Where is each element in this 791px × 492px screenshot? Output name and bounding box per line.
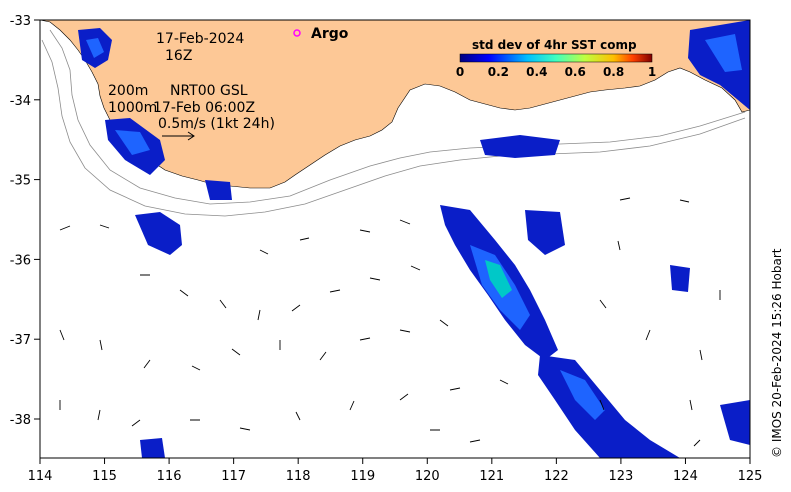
x-tick-label: 121	[479, 469, 504, 484]
x-tick-label: 125	[738, 469, 763, 484]
colorbar-ticks: 0 0.2 0.4 0.6 0.8 1	[456, 65, 656, 79]
sst-variability-layer	[78, 20, 750, 458]
colorbar-tick-label: 0	[456, 65, 464, 79]
product-time-label: 17-Feb 06:00Z	[153, 100, 255, 116]
date-label: 17-Feb-2024	[156, 31, 244, 47]
y-tick-label: -35	[10, 174, 31, 189]
current-vector-field	[59, 197, 721, 447]
x-tick-label: 123	[608, 469, 633, 484]
contour-label-200m: 200m	[108, 83, 148, 99]
y-axis-ticks: -33 -34 -35 -36 -37 -38	[10, 14, 40, 428]
product-label: NRT00 GSL	[170, 83, 248, 99]
x-axis-ticks: 114 115 116 117 118 119 120 121 122 123 124 125	[28, 458, 763, 484]
y-tick-label: -34	[10, 94, 31, 109]
x-tick-label: 120	[415, 469, 440, 484]
x-tick-label: 122	[544, 469, 569, 484]
x-tick-label: 117	[221, 469, 246, 484]
colorbar	[459, 53, 653, 63]
x-tick-label: 116	[157, 469, 182, 484]
hour-label: 16Z	[165, 48, 192, 64]
credit-label: © IMOS 20-Feb-2024 15:26 Hobart	[770, 248, 784, 458]
x-tick-label: 124	[673, 469, 698, 484]
plot-frame	[39, 19, 751, 459]
x-tick-label: 114	[28, 469, 53, 484]
velocity-scale-arrow	[162, 131, 195, 141]
argo-label: Argo	[311, 26, 349, 42]
contour-1000m	[41, 39, 746, 217]
y-tick-label: -38	[10, 413, 31, 428]
colorbar-tick-label: 0.6	[565, 65, 586, 79]
x-tick-label: 119	[350, 469, 375, 484]
contour-label-1000m: 1000m	[108, 100, 157, 116]
argo-marker-icon	[293, 29, 301, 37]
colorbar-tick-label: 0.2	[488, 65, 509, 79]
colorbar-tick-label: 0.4	[526, 65, 547, 79]
colorbar-title: std dev of 4hr SST comp	[472, 38, 637, 52]
contour-200m	[49, 29, 746, 205]
x-tick-label: 115	[92, 469, 117, 484]
colorbar-tick-label: 1	[648, 65, 656, 79]
y-tick-label: -36	[10, 253, 31, 268]
x-tick-label: 118	[286, 469, 311, 484]
y-tick-label: -37	[10, 333, 31, 348]
velocity-scale-label: 0.5m/s (1kt 24h)	[158, 116, 275, 132]
y-tick-label: -33	[10, 14, 31, 29]
colorbar-tick-label: 0.8	[603, 65, 624, 79]
